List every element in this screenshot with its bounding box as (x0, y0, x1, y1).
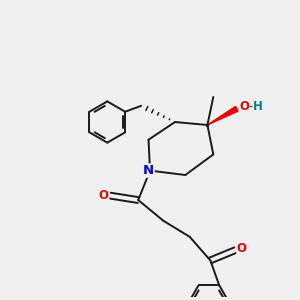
Text: N: N (143, 164, 154, 177)
Text: O: O (239, 100, 249, 113)
Polygon shape (207, 106, 238, 125)
Text: O: O (99, 189, 109, 202)
Text: O: O (237, 242, 247, 255)
Text: H: H (253, 100, 263, 113)
